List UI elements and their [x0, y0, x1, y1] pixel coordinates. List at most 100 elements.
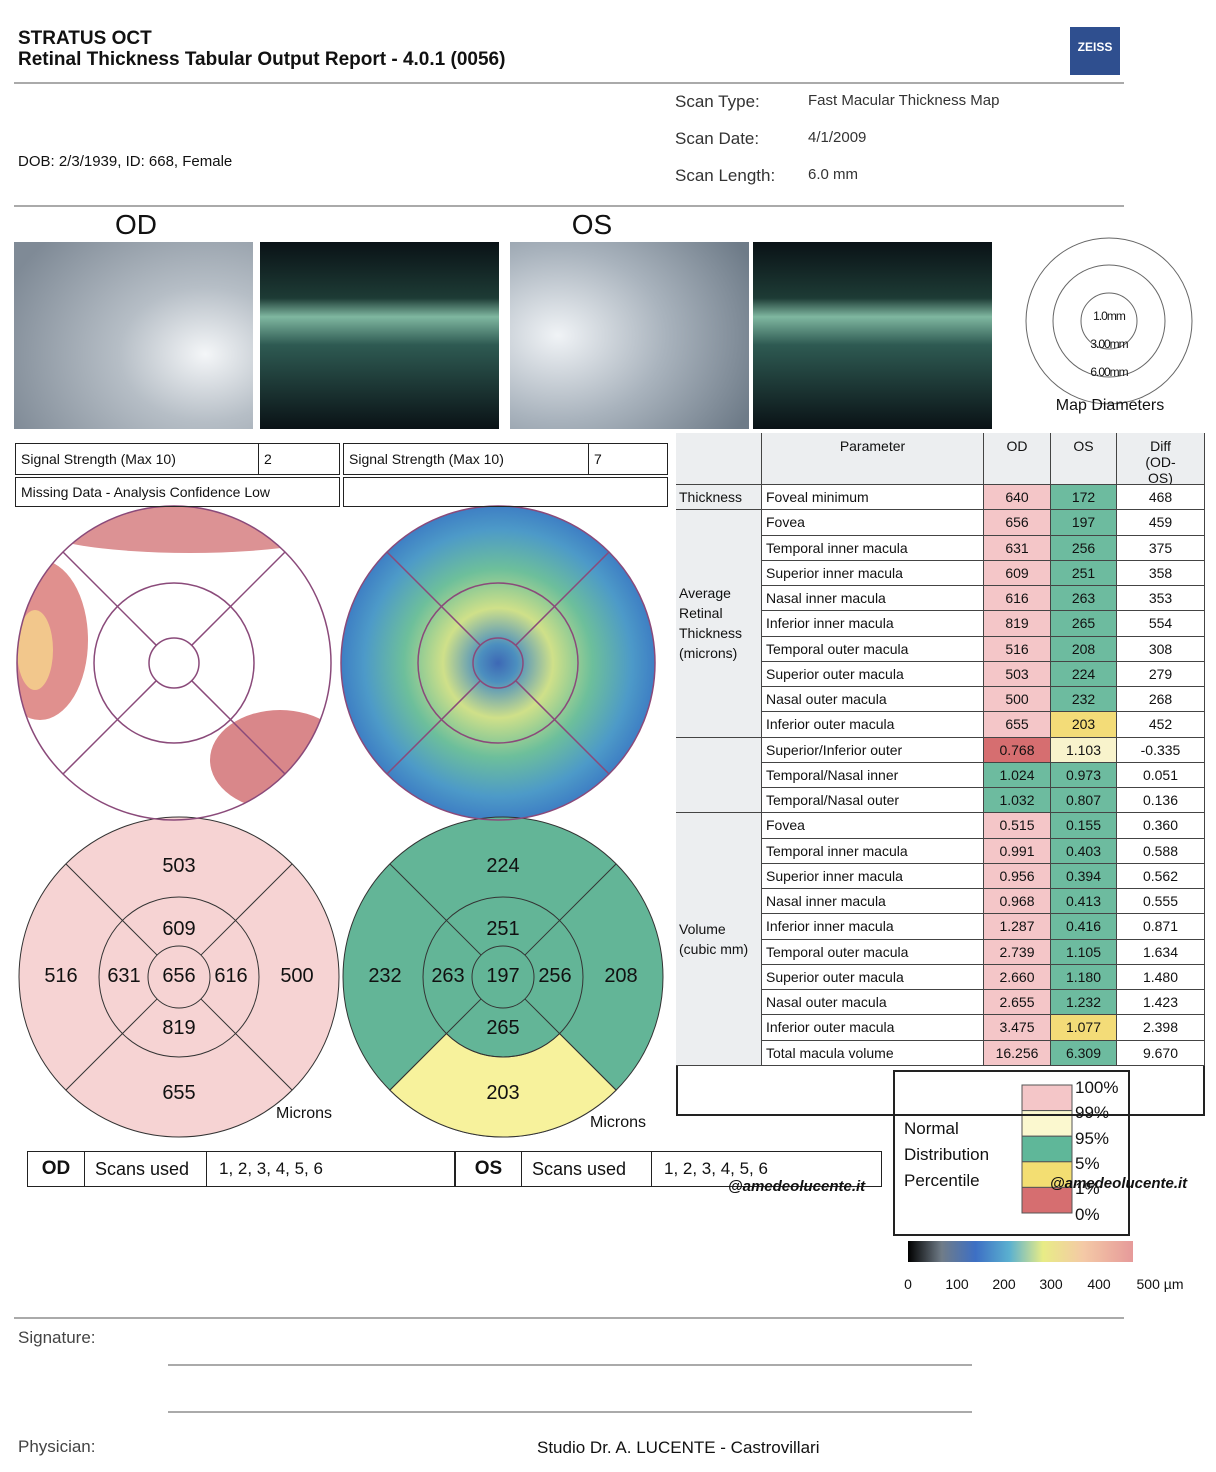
table-cell: 2.739: [984, 939, 1051, 965]
sector-line: [524, 998, 617, 1091]
table-cell: Inferior inner macula: [762, 914, 984, 940]
table-cell: 554: [1117, 611, 1205, 637]
legend-box: [893, 1070, 1130, 1236]
fundus-image: [510, 242, 749, 429]
sector-line: [524, 863, 617, 956]
scale-tick: 300: [1039, 1276, 1063, 1292]
table-cell: 265: [1051, 611, 1117, 637]
scan-value: 4/1/2009: [808, 129, 867, 146]
scale-tick: 400: [1087, 1276, 1111, 1292]
table-header: Diff (OD-OS): [1117, 433, 1205, 485]
sector-line: [515, 551, 610, 646]
table-cell: 631: [984, 535, 1051, 561]
table-cell: 203: [1051, 712, 1117, 738]
region-value: 224: [486, 855, 520, 877]
legend-label: 100%: [1075, 1078, 1119, 1097]
scans-label: Scans used: [521, 1151, 652, 1187]
table-cell: 0.991: [984, 838, 1051, 864]
table-cell: 1.077: [1051, 1015, 1117, 1041]
table-cell: 0.768: [984, 737, 1051, 763]
table-cell: 1.480: [1117, 964, 1205, 990]
group-label: Average Retinal Thickness (microns): [676, 510, 762, 738]
legend-swatch: [1021, 1135, 1073, 1163]
table-cell: 468: [1117, 485, 1205, 511]
table-cell: 0.871: [1117, 914, 1205, 940]
table-cell: 308: [1117, 636, 1205, 662]
table-cell: 655: [984, 712, 1051, 738]
table-cell: 358: [1117, 560, 1205, 586]
patient-details: DOB: 2/3/1939, ID: 668, Female: [18, 153, 233, 170]
diameter-label: 1.0mm: [1093, 309, 1126, 323]
table-cell: 1.024: [984, 762, 1051, 788]
table-cell: 353: [1117, 586, 1205, 612]
signature-label: Signature:: [18, 1328, 96, 1347]
table-cell: 208: [1051, 636, 1117, 662]
table-cell: 0.562: [1117, 863, 1205, 889]
table-cell: 375: [1117, 535, 1205, 561]
region-value: 503: [162, 855, 196, 877]
region-value: 609: [162, 918, 196, 940]
scale-tick: 200: [992, 1276, 1016, 1292]
region-value: 616: [214, 965, 248, 987]
table-cell: Temporal inner macula: [762, 535, 984, 561]
table-cell: 2.660: [984, 964, 1051, 990]
legend-label: 1%: [1075, 1179, 1100, 1199]
scan-label: Scan Date:: [675, 129, 760, 148]
scans-eye: OD: [27, 1151, 85, 1187]
table-cell: Superior inner macula: [762, 863, 984, 889]
scans-value: 1, 2, 3, 4, 5, 6: [651, 1151, 882, 1187]
region-value: 516: [44, 965, 78, 987]
region-value: 208: [604, 965, 638, 987]
table-cell: 1.103: [1051, 737, 1117, 763]
table-cell: 197: [1051, 510, 1117, 536]
table-cell: -0.335: [1117, 737, 1205, 763]
region-value: 631: [107, 965, 141, 987]
table-cell: Foveal minimum: [762, 485, 984, 511]
legend-swatch: [1021, 1186, 1073, 1214]
group-label: Volume (cubic mm): [676, 813, 762, 1066]
region-value: 263: [431, 965, 465, 987]
table-cell: 0.515: [984, 813, 1051, 839]
table-cell: 256: [1051, 535, 1117, 561]
ring: [472, 637, 524, 689]
empty-cell: [343, 477, 668, 507]
table-cell: 0.394: [1051, 863, 1117, 889]
legend-label: 0%: [1075, 1204, 1100, 1224]
table-cell: 0.403: [1051, 838, 1117, 864]
region-value: 197: [486, 965, 520, 987]
table-cell: 459: [1117, 510, 1205, 536]
table-cell: 1.180: [1051, 964, 1117, 990]
table-cell: Fovea: [762, 510, 984, 536]
table-cell: 0.413: [1051, 889, 1117, 915]
scans-eye: OS: [455, 1151, 522, 1187]
table-cell: Superior inner macula: [762, 560, 984, 586]
table-cell: Superior outer macula: [762, 964, 984, 990]
ring: [147, 945, 211, 1009]
diameter-label: 3.00mm: [1090, 337, 1128, 351]
scans-value: 1, 2, 3, 4, 5, 6: [206, 1151, 455, 1187]
signal-label: Signal Strength (Max 10): [343, 443, 589, 475]
sector-line: [62, 551, 157, 646]
product: STRATUS OCT: [18, 28, 152, 49]
table-cell: 224: [1051, 661, 1117, 687]
legend-label: 99%: [1075, 1103, 1110, 1123]
region-value: 265: [486, 1017, 520, 1039]
od-thickness-map: [17, 506, 331, 820]
table-cell: Inferior outer macula: [762, 1015, 984, 1041]
region-value: 256: [538, 965, 572, 987]
table-cell: 0.588: [1117, 838, 1205, 864]
region-value: 232: [368, 965, 402, 987]
oct-scan: [260, 242, 499, 429]
table-cell: 263: [1051, 586, 1117, 612]
scan-value: 6.0 mm: [808, 166, 859, 183]
signal-value: 7: [588, 443, 668, 475]
sector-line: [200, 998, 293, 1091]
group-label: [676, 737, 762, 814]
table-cell: Temporal inner macula: [762, 838, 984, 864]
table-cell: 0.360: [1117, 813, 1205, 839]
table-cell: Total macula volume: [762, 1040, 984, 1066]
ring: [417, 582, 579, 744]
table-cell: 0.973: [1051, 762, 1117, 788]
table-cell: 16.256: [984, 1040, 1051, 1066]
